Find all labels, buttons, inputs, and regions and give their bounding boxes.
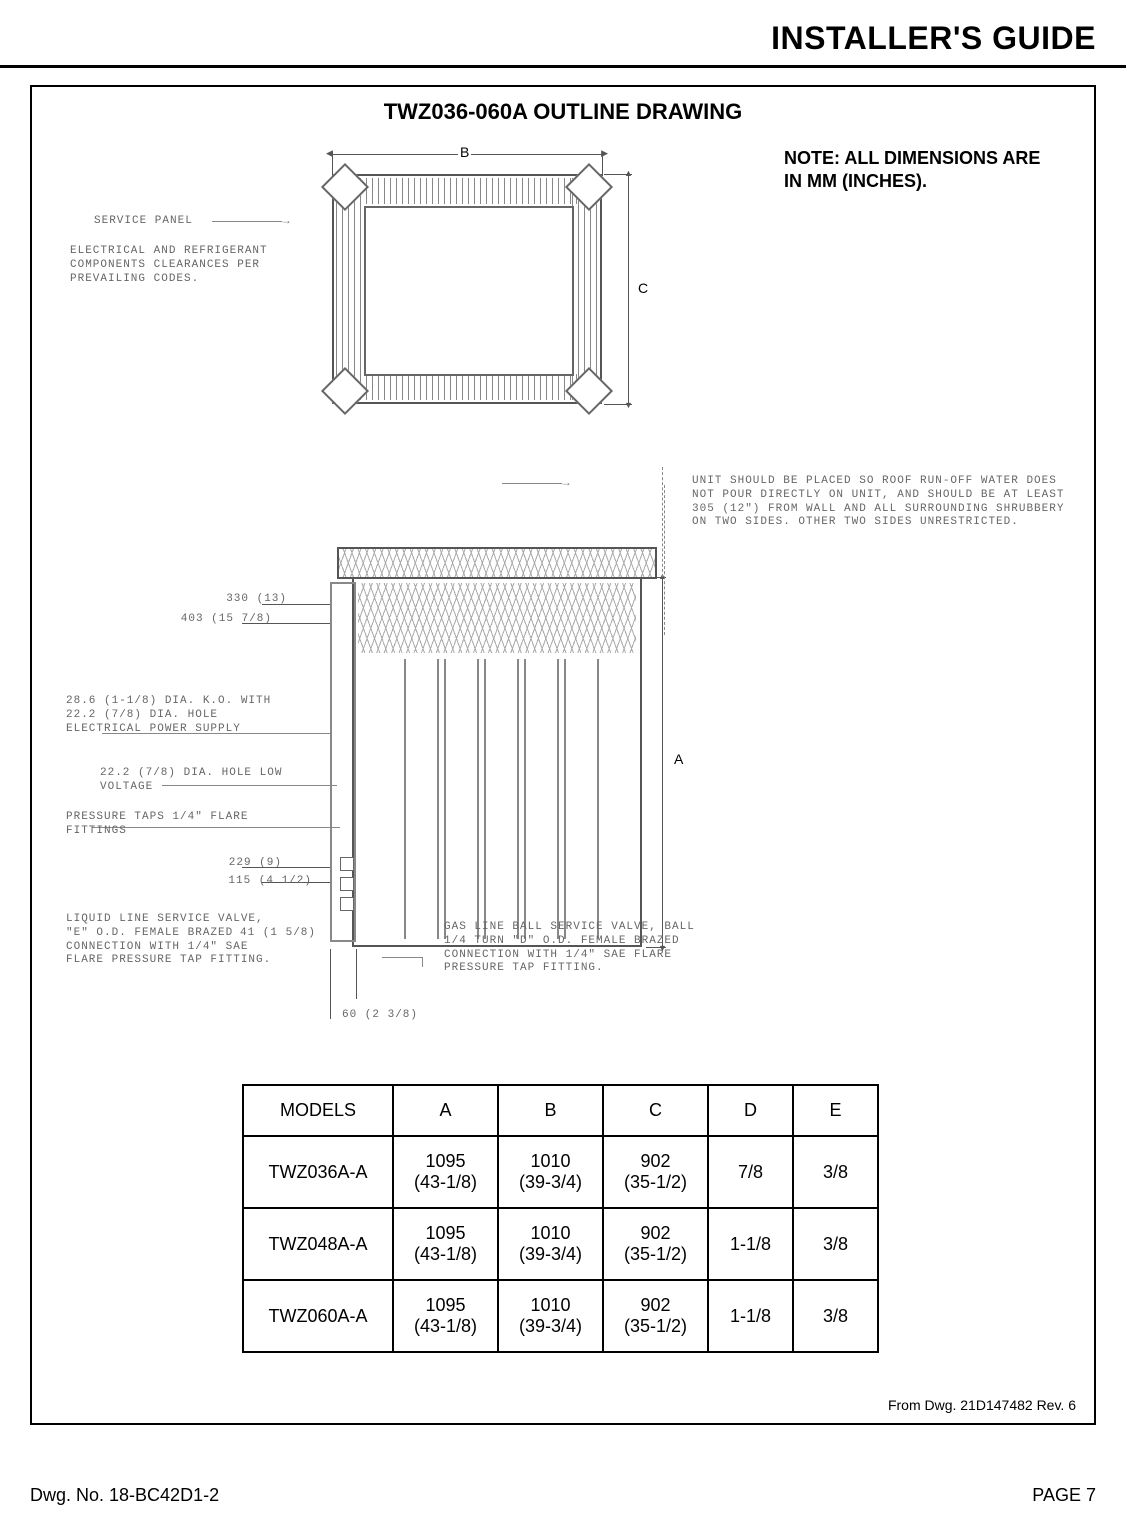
valve-icon [340, 857, 354, 871]
table-row: TWZ036A-A1095(43-1/8)1010(39-3/4)902(35-… [243, 1136, 878, 1208]
dim-60: 60 (2 3/8) [342, 1009, 442, 1023]
valve-icon [340, 897, 354, 911]
table-cell: 3/8 [793, 1136, 878, 1208]
dim-403: 403 (15 7/8) [172, 613, 272, 627]
dim-41: 41 (1 5/8) [240, 927, 330, 941]
table-cell: 1010(39-3/4) [498, 1280, 603, 1352]
top-view-diagram: B C [312, 142, 652, 422]
table-cell: TWZ036A-A [243, 1136, 393, 1208]
table-cell: 1095(43-1/8) [393, 1208, 498, 1280]
placement-note: UNIT SHOULD BE PLACED SO ROOF RUN-OFF WA… [692, 475, 1082, 530]
service-panel-arrow [212, 221, 282, 222]
table-cell: 7/8 [708, 1136, 793, 1208]
table-cell: 1010(39-3/4) [498, 1208, 603, 1280]
page-number: PAGE 7 [1032, 1485, 1096, 1506]
unit-body [352, 577, 642, 947]
dim-c-label: C [636, 280, 650, 296]
table-cell: 902(35-1/2) [603, 1280, 708, 1352]
table-row: TWZ048A-A1095(43-1/8)1010(39-3/4)902(35-… [243, 1208, 878, 1280]
col-models: MODELS [243, 1085, 393, 1136]
header-title: INSTALLER'S GUIDE [771, 20, 1096, 56]
col-b: B [498, 1085, 603, 1136]
knockout-note: 28.6 (1-1/8) DIA. K.O. WITH 22.2 (7/8) D… [66, 695, 286, 736]
page-footer: Dwg. No. 18-BC42D1-2 PAGE 7 [30, 1485, 1096, 1506]
unit-top-grille [337, 547, 657, 579]
gas-valve-note: GAS LINE BALL SERVICE VALVE, BALL 1/4 TU… [444, 921, 704, 976]
drawing-frame: TWZ036-060A OUTLINE DRAWING NOTE: ALL DI… [30, 85, 1096, 1425]
dim-b-label: B [458, 144, 471, 160]
dim-330: 330 (13) [207, 593, 287, 607]
dwg-number: Dwg. No. 18-BC42D1-2 [30, 1485, 219, 1506]
dim-115: 115 (4 1/2) [212, 875, 312, 889]
table-row: TWZ060A-A1095(43-1/8)1010(39-3/4)902(35-… [243, 1280, 878, 1352]
dimensions-note: NOTE: ALL DIMENSIONS ARE IN MM (INCHES). [784, 147, 1044, 194]
dimensions-table: MODELS A B C D E TWZ036A-A1095(43-1/8)10… [242, 1084, 879, 1353]
valve-icon [340, 877, 354, 891]
dim-a-label: A [672, 751, 685, 767]
table-cell: 1095(43-1/8) [393, 1136, 498, 1208]
table-cell: 3/8 [793, 1280, 878, 1352]
col-a: A [393, 1085, 498, 1136]
table-cell: TWZ048A-A [243, 1208, 393, 1280]
table-cell: 902(35-1/2) [603, 1136, 708, 1208]
service-panel-label: SERVICE PANEL [94, 215, 193, 229]
clearance-note: ELECTRICAL AND REFRIGERANT COMPONENTS CL… [70, 245, 300, 286]
table-cell: 902(35-1/2) [603, 1208, 708, 1280]
table-cell: 1010(39-3/4) [498, 1136, 603, 1208]
low-voltage-note: 22.2 (7/8) DIA. HOLE LOW VOLTAGE [100, 767, 290, 795]
col-e: E [793, 1085, 878, 1136]
table-cell: 1-1/8 [708, 1280, 793, 1352]
table-cell: TWZ060A-A [243, 1280, 393, 1352]
pressure-taps-note: PRESSURE TAPS 1/4" FLARE FITTINGS [66, 811, 286, 839]
page-header: INSTALLER'S GUIDE [0, 0, 1126, 68]
col-d: D [708, 1085, 793, 1136]
table-cell: 3/8 [793, 1208, 878, 1280]
from-dwg-label: From Dwg. 21D147482 Rev. 6 [888, 1397, 1076, 1413]
table-cell: 1-1/8 [708, 1208, 793, 1280]
table-cell: 1095(43-1/8) [393, 1280, 498, 1352]
section-title: TWZ036-060A OUTLINE DRAWING [32, 99, 1094, 125]
dim-229: 229 (9) [212, 857, 282, 871]
col-c: C [603, 1085, 708, 1136]
unit-outline-top [332, 174, 602, 404]
table-header-row: MODELS A B C D E [243, 1085, 878, 1136]
